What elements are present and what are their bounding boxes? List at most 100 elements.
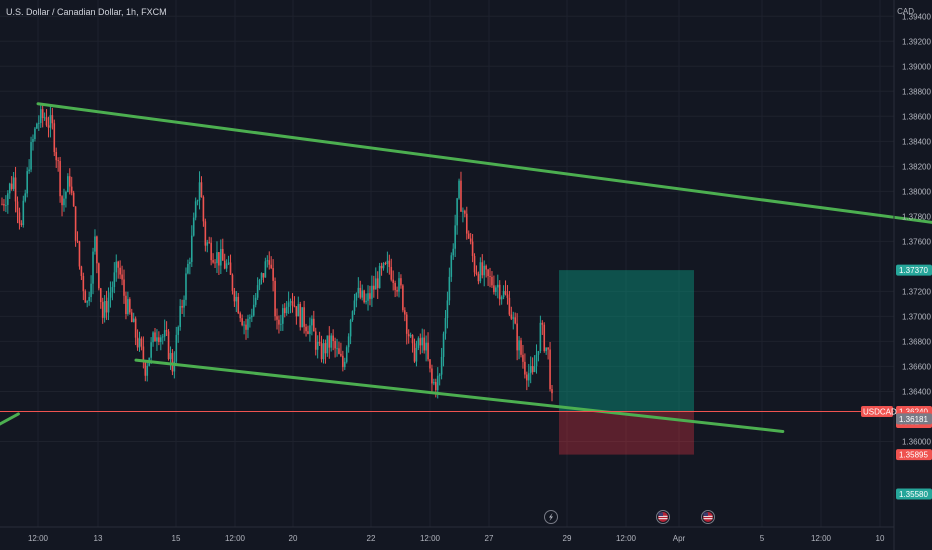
candle-body <box>125 295 127 314</box>
time-tick-label: 12:00 <box>811 534 832 543</box>
trend-line-upper-channel[interactable] <box>36 102 932 225</box>
candle-body <box>144 362 147 376</box>
trend-line-lower-channel[interactable] <box>134 358 785 433</box>
price-tick-label: 1.37000 <box>902 312 931 321</box>
symbol-badge <box>861 405 893 417</box>
candle-body <box>487 269 489 277</box>
candle-body <box>74 206 77 241</box>
candle-body <box>192 217 195 236</box>
candle-body <box>405 314 408 334</box>
candle-body <box>524 361 526 375</box>
price-axis[interactable]: 1.39400 1.39200 1.39000 1.38800 1.38600 1.384… <box>861 0 932 550</box>
candle-body <box>76 240 79 242</box>
position-stop-zone[interactable] <box>559 411 694 455</box>
candle-body <box>113 272 116 288</box>
candle-body <box>448 276 451 301</box>
candle-body <box>481 262 484 276</box>
candle-body <box>220 248 222 266</box>
price-badge-label: 1.35580 <box>899 490 928 499</box>
candle-body <box>427 342 429 360</box>
candle-body <box>260 273 263 281</box>
candle-body <box>489 276 491 277</box>
flag-canton <box>658 512 663 516</box>
trend-line-lower-left[interactable] <box>0 412 20 435</box>
candle-body <box>262 273 265 278</box>
time-tick-label: 22 <box>367 534 376 543</box>
candle-body <box>502 291 505 298</box>
position-target-zone[interactable] <box>559 270 694 412</box>
candle-body <box>390 267 393 280</box>
candle-body <box>342 355 344 368</box>
price-badge <box>896 413 932 425</box>
candle-body <box>440 356 443 375</box>
candle-body <box>293 305 296 307</box>
candle-body <box>256 285 259 298</box>
symbol-badge-label: USDCAD <box>863 407 897 416</box>
candle-body <box>127 299 129 314</box>
candle-body <box>458 180 460 199</box>
event-markers[interactable] <box>544 510 715 524</box>
candle-body <box>541 322 544 325</box>
candle-body <box>506 294 509 298</box>
candle-body <box>471 241 474 257</box>
candle-body <box>252 304 255 316</box>
candle-body <box>295 306 298 317</box>
candle-body <box>402 285 404 311</box>
time-tick-label: 10 <box>876 534 885 543</box>
candle-body <box>28 169 30 172</box>
candle-body <box>202 197 205 222</box>
candle-body <box>20 223 23 225</box>
candle-body <box>8 183 11 194</box>
candle-body <box>419 338 422 346</box>
time-tick-label: 12:00 <box>420 534 441 543</box>
time-axis[interactable]: 12:00 13 15 12:00 20 22 12:00 27 29 12:00 Apr 5 12:0… <box>0 526 894 543</box>
lightning-glyph <box>549 513 553 521</box>
candle-body <box>345 347 348 362</box>
candle-body <box>212 260 214 263</box>
candle-body <box>101 302 104 318</box>
candle-body <box>282 308 284 324</box>
candle-body <box>109 292 112 298</box>
candle-body <box>353 300 356 312</box>
candle-body <box>229 262 232 275</box>
candle-body <box>529 366 532 374</box>
candle-body <box>400 278 402 286</box>
candle-body <box>241 318 243 326</box>
candle-body <box>357 287 360 294</box>
trend-lines[interactable] <box>0 102 932 435</box>
candle-body <box>264 261 267 278</box>
candle-body <box>433 382 435 384</box>
candle-body <box>411 335 414 344</box>
grid <box>0 0 894 527</box>
candle-body <box>63 198 65 206</box>
price-tick-label: 1.37600 <box>902 237 931 246</box>
candle-body <box>24 193 27 201</box>
candle-body <box>388 260 391 268</box>
candle-body <box>90 283 92 298</box>
price-badge-label: 1.36181 <box>899 415 928 424</box>
candle-body <box>3 204 5 206</box>
candle-body <box>280 323 282 325</box>
candle-body <box>493 285 495 293</box>
candle-body <box>98 263 100 289</box>
candle-body <box>444 317 447 334</box>
candle-body <box>189 261 191 264</box>
candle-body <box>465 213 468 234</box>
candle-body <box>88 297 90 302</box>
price-tick-label: 1.38000 <box>902 187 931 196</box>
candle-body <box>301 307 303 328</box>
candle-body <box>365 300 367 303</box>
candle-body <box>456 198 458 226</box>
candle-body <box>161 336 164 338</box>
candle-body <box>469 238 472 242</box>
candle-body <box>386 260 389 264</box>
candle-body <box>320 343 323 360</box>
long-position-tool[interactable] <box>559 270 694 455</box>
candle-body <box>442 333 445 357</box>
candle-body <box>72 192 75 207</box>
candle-body <box>394 282 396 291</box>
candle-body <box>436 375 439 391</box>
candle-body <box>235 296 238 302</box>
